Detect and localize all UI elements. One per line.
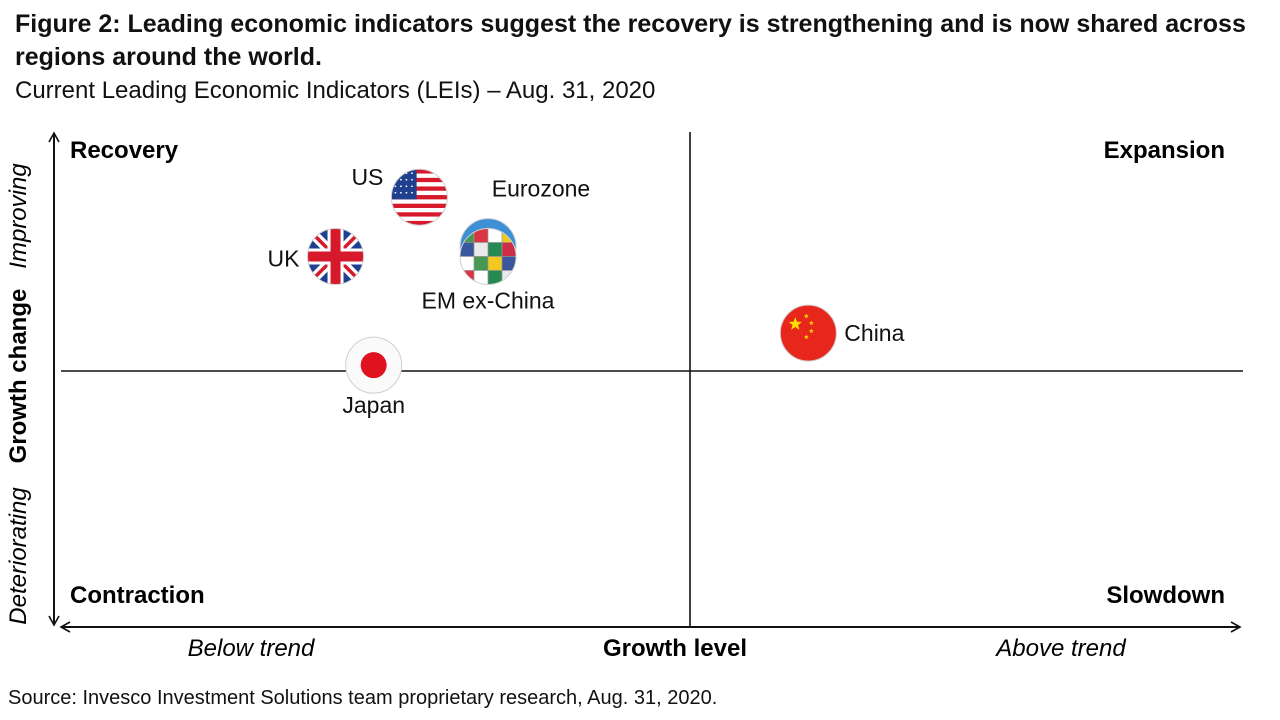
point-em-ex-china: EM ex-China <box>422 228 555 314</box>
source-note: Source: Invesco Investment Solutions tea… <box>8 687 718 709</box>
y-axis-high-label: Improving <box>5 163 32 269</box>
point-label: Eurozone <box>492 176 590 202</box>
x-axis-low-label: Below trend <box>188 635 315 662</box>
point-label: Japan <box>342 392 405 418</box>
point-uk: UK <box>268 228 365 285</box>
data-points: US Eurozone UK EM ex-China China Japan <box>268 164 905 418</box>
us-flag-icon <box>390 168 448 226</box>
chart-subtitle: Current Leading Economic Indicators (LEI… <box>15 77 656 104</box>
point-label: UK <box>268 246 301 272</box>
quadrant-label-slowdown: Slowdown <box>1106 582 1225 609</box>
point-label: China <box>844 320 904 346</box>
uk-flag-icon <box>307 228 365 285</box>
quadrant-label-recovery: Recovery <box>70 137 179 164</box>
y-axis-low-label: Deteriorating <box>5 487 32 625</box>
point-label: EM ex-China <box>422 288 555 314</box>
point-china: China <box>779 304 905 362</box>
quadrant-label-expansion: Expansion <box>1104 137 1225 164</box>
chart-title: Figure 2: Leading economic indicators su… <box>15 10 1246 71</box>
point-japan: Japan <box>342 336 405 418</box>
x-axis-title: Growth level <box>603 635 747 662</box>
japan-flag-icon <box>345 336 403 394</box>
y-axis-title: Growth change <box>5 289 32 464</box>
em-flags-icon <box>459 228 517 285</box>
point-us: US <box>351 164 448 226</box>
china-flag-icon <box>779 304 837 362</box>
quadrant-label-contraction: Contraction <box>70 582 205 609</box>
point-label: US <box>351 164 383 190</box>
x-axis-high-label: Above trend <box>994 635 1126 662</box>
